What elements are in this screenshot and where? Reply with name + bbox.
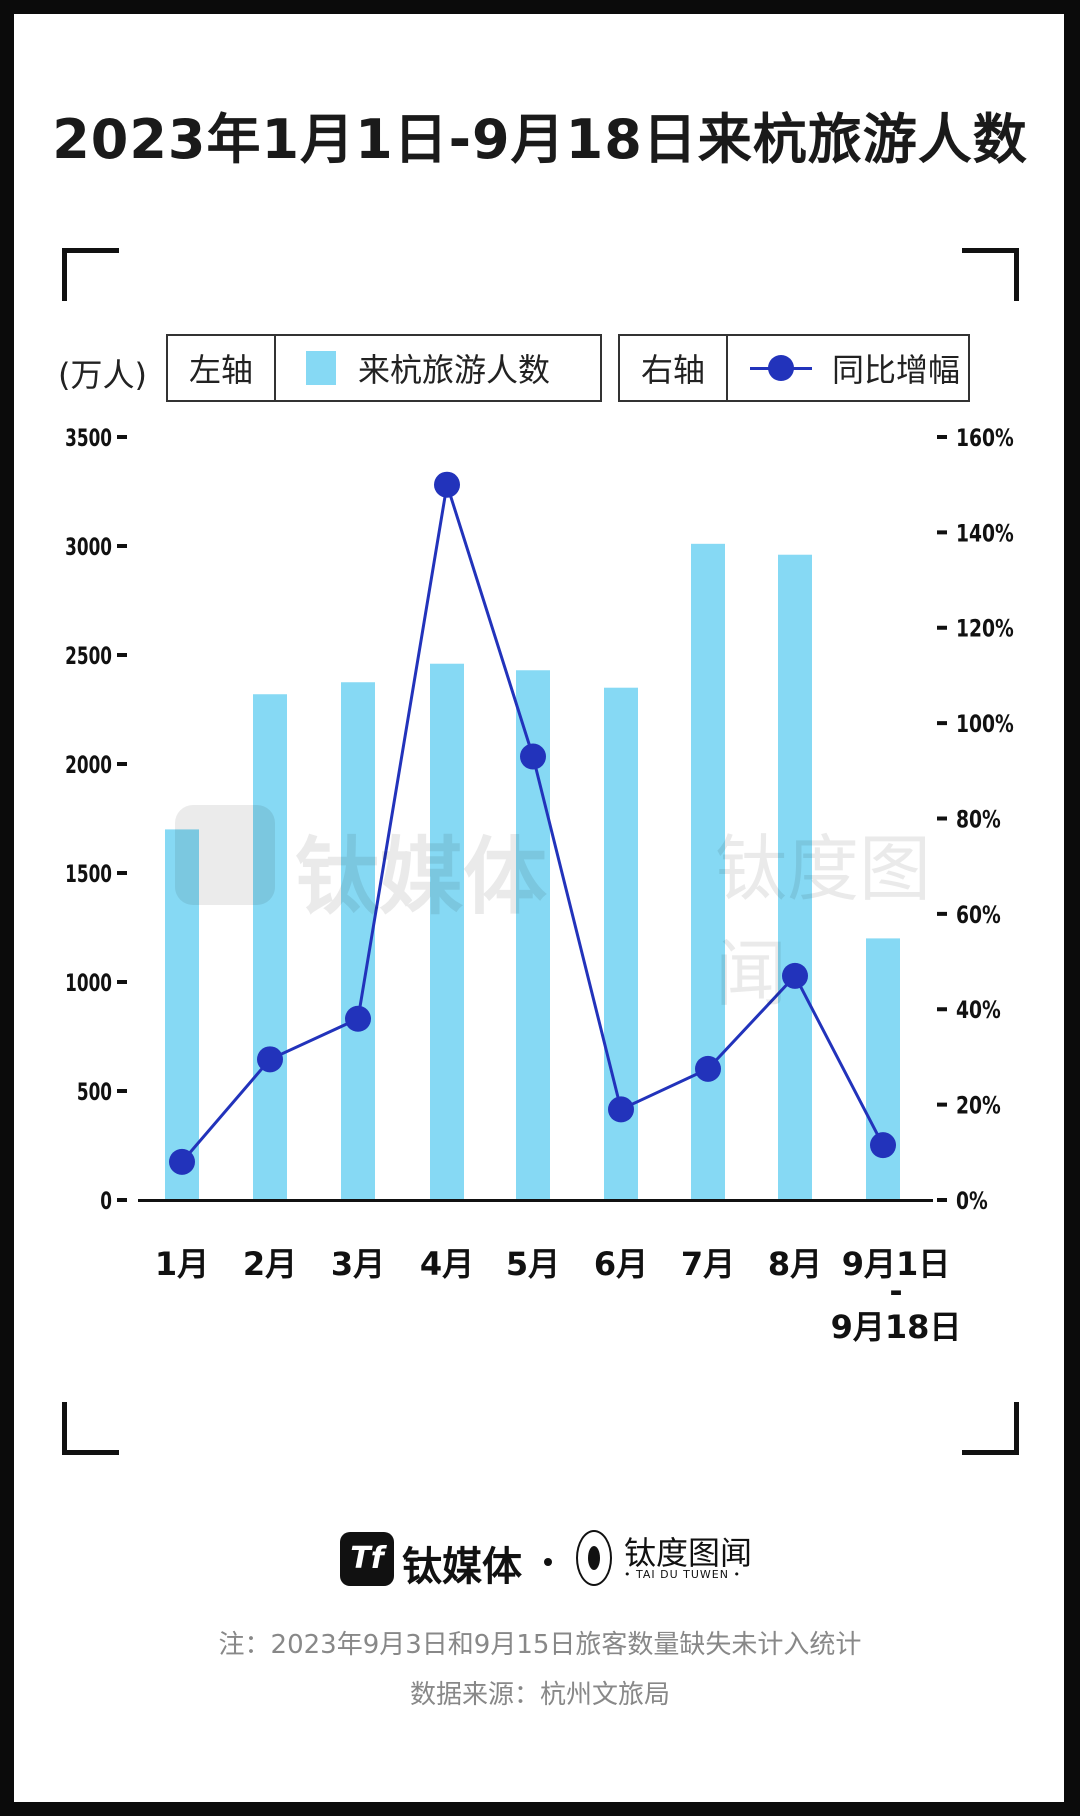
x-axis-line <box>138 1199 933 1202</box>
taimeiti-logo-icon: Tf <box>340 1532 394 1586</box>
right-tick-label: 60% <box>956 902 1001 930</box>
bar-8 <box>778 554 812 1200</box>
frame-corner-top-left <box>62 248 119 301</box>
legend-left: 左轴 来杭旅游人数 <box>166 334 602 402</box>
left-tick-label: 1000 <box>65 970 112 998</box>
left-tick-label: 3500 <box>65 425 112 453</box>
x-tick-label: 5月 <box>506 1245 560 1283</box>
left-tick-label: 2000 <box>65 752 112 780</box>
right-tick-label: 40% <box>956 997 1001 1025</box>
legend-right-axis-label: 右轴 <box>620 336 728 400</box>
legend-left-axis-label: 左轴 <box>168 336 276 400</box>
right-tick-mark <box>937 721 947 726</box>
left-tick-mark <box>117 980 127 984</box>
frame-corner-bottom-left <box>62 1402 119 1455</box>
frame-corner-bottom-right <box>962 1402 1019 1455</box>
right-tick-mark <box>937 530 947 535</box>
left-tick-mark <box>117 653 127 657</box>
x-tick-label: - <box>889 1272 902 1310</box>
left-tick-mark <box>117 544 127 548</box>
right-tick-mark <box>937 1007 947 1012</box>
line-swatch-icon <box>750 353 812 383</box>
right-tick-label: 80% <box>956 806 1001 834</box>
x-tick-label: 7月 <box>681 1245 735 1283</box>
left-tick-mark <box>117 762 127 766</box>
right-tick-label: 0% <box>956 1188 988 1216</box>
bar-9 <box>866 938 900 1200</box>
yoy-point-7 <box>695 1055 721 1082</box>
right-tick-mark <box>937 625 947 630</box>
right-tick-mark <box>937 816 947 821</box>
yoy-point-3 <box>345 1005 371 1032</box>
bar-3 <box>341 682 375 1200</box>
yoy-point-8 <box>782 962 808 989</box>
footer-brand-name: 钛媒体 <box>402 1544 522 1590</box>
eye-logo-icon <box>576 1530 612 1586</box>
right-tick-label: 20% <box>956 1092 1001 1120</box>
yoy-point-4 <box>434 471 460 498</box>
right-tick-label: 140% <box>956 520 1014 548</box>
bar-swatch-icon <box>306 351 336 385</box>
data-source: 数据来源：杭州文旅局 <box>409 1680 670 1710</box>
yoy-point-1 <box>169 1148 195 1175</box>
yoy-point-5 <box>520 743 546 770</box>
footnote: 注：2023年9月3日和9月15日旅客数量缺失未计入统计 <box>218 1630 862 1660</box>
right-tick-label: 100% <box>956 711 1014 739</box>
left-tick-label: 0 <box>100 1188 112 1216</box>
left-tick-label: 3000 <box>65 534 112 562</box>
yoy-point-9 <box>870 1132 896 1159</box>
left-tick-label: 1500 <box>65 861 112 889</box>
left-tick-mark <box>117 435 127 439</box>
bar-7 <box>691 543 725 1200</box>
unit-label: (万人) <box>58 356 147 394</box>
right-tick-mark <box>937 435 947 439</box>
legend-right: 右轴 同比增幅 <box>618 334 970 402</box>
legend-line-entry: 同比增幅 <box>728 336 960 400</box>
left-tick-mark <box>117 1198 127 1202</box>
footer-brand: Tf 钛媒体 钛度图闻 • TAI DU TUWEN • <box>0 1528 1080 1598</box>
legend-line-label: 同比增幅 <box>832 351 961 389</box>
left-tick-mark <box>117 871 127 875</box>
right-tick-mark <box>937 1198 947 1202</box>
legend-bar-label: 来杭旅游人数 <box>358 351 551 389</box>
x-tick-label: 9月1日 <box>842 1245 951 1283</box>
left-tick-mark <box>117 1089 127 1093</box>
right-tick-label: 120% <box>956 616 1014 644</box>
right-tick-mark <box>937 1102 947 1107</box>
x-tick-label: 9月18日 <box>831 1308 962 1346</box>
x-tick-label: 2月 <box>243 1245 297 1283</box>
x-tick-label: 4月 <box>420 1245 474 1283</box>
yoy-point-6 <box>608 1096 634 1123</box>
right-tick-mark <box>937 911 947 916</box>
footer-brand2-sub: • TAI DU TUWEN • <box>624 1568 741 1581</box>
x-tick-label: 3月 <box>331 1245 385 1283</box>
yoy-point-2 <box>257 1046 283 1073</box>
bar-1 <box>165 829 199 1200</box>
footer-brand2-name: 钛度图闻 <box>624 1534 753 1572</box>
combo-chart: 0 500 1000 1500 2000 2500 3000 3500 0% 20% 40% 60% 8… <box>65 425 1014 1346</box>
x-tick-label: 1月 <box>155 1245 209 1283</box>
left-tick-label: 500 <box>77 1079 112 1107</box>
chart-title: 2023年1月1日-9月18日来杭旅游人数 <box>52 108 1028 171</box>
bar-4 <box>430 663 464 1200</box>
legend-bar-entry: 来杭旅游人数 <box>276 336 550 400</box>
x-tick-label: 6月 <box>594 1245 648 1283</box>
bar-6 <box>604 687 638 1200</box>
bar-2 <box>253 694 287 1200</box>
right-tick-label: 160% <box>956 425 1014 453</box>
frame-corner-top-right <box>962 248 1019 301</box>
x-tick-label: 8月 <box>768 1245 822 1283</box>
left-tick-label: 2500 <box>65 643 112 671</box>
separator-dot <box>544 1558 552 1566</box>
